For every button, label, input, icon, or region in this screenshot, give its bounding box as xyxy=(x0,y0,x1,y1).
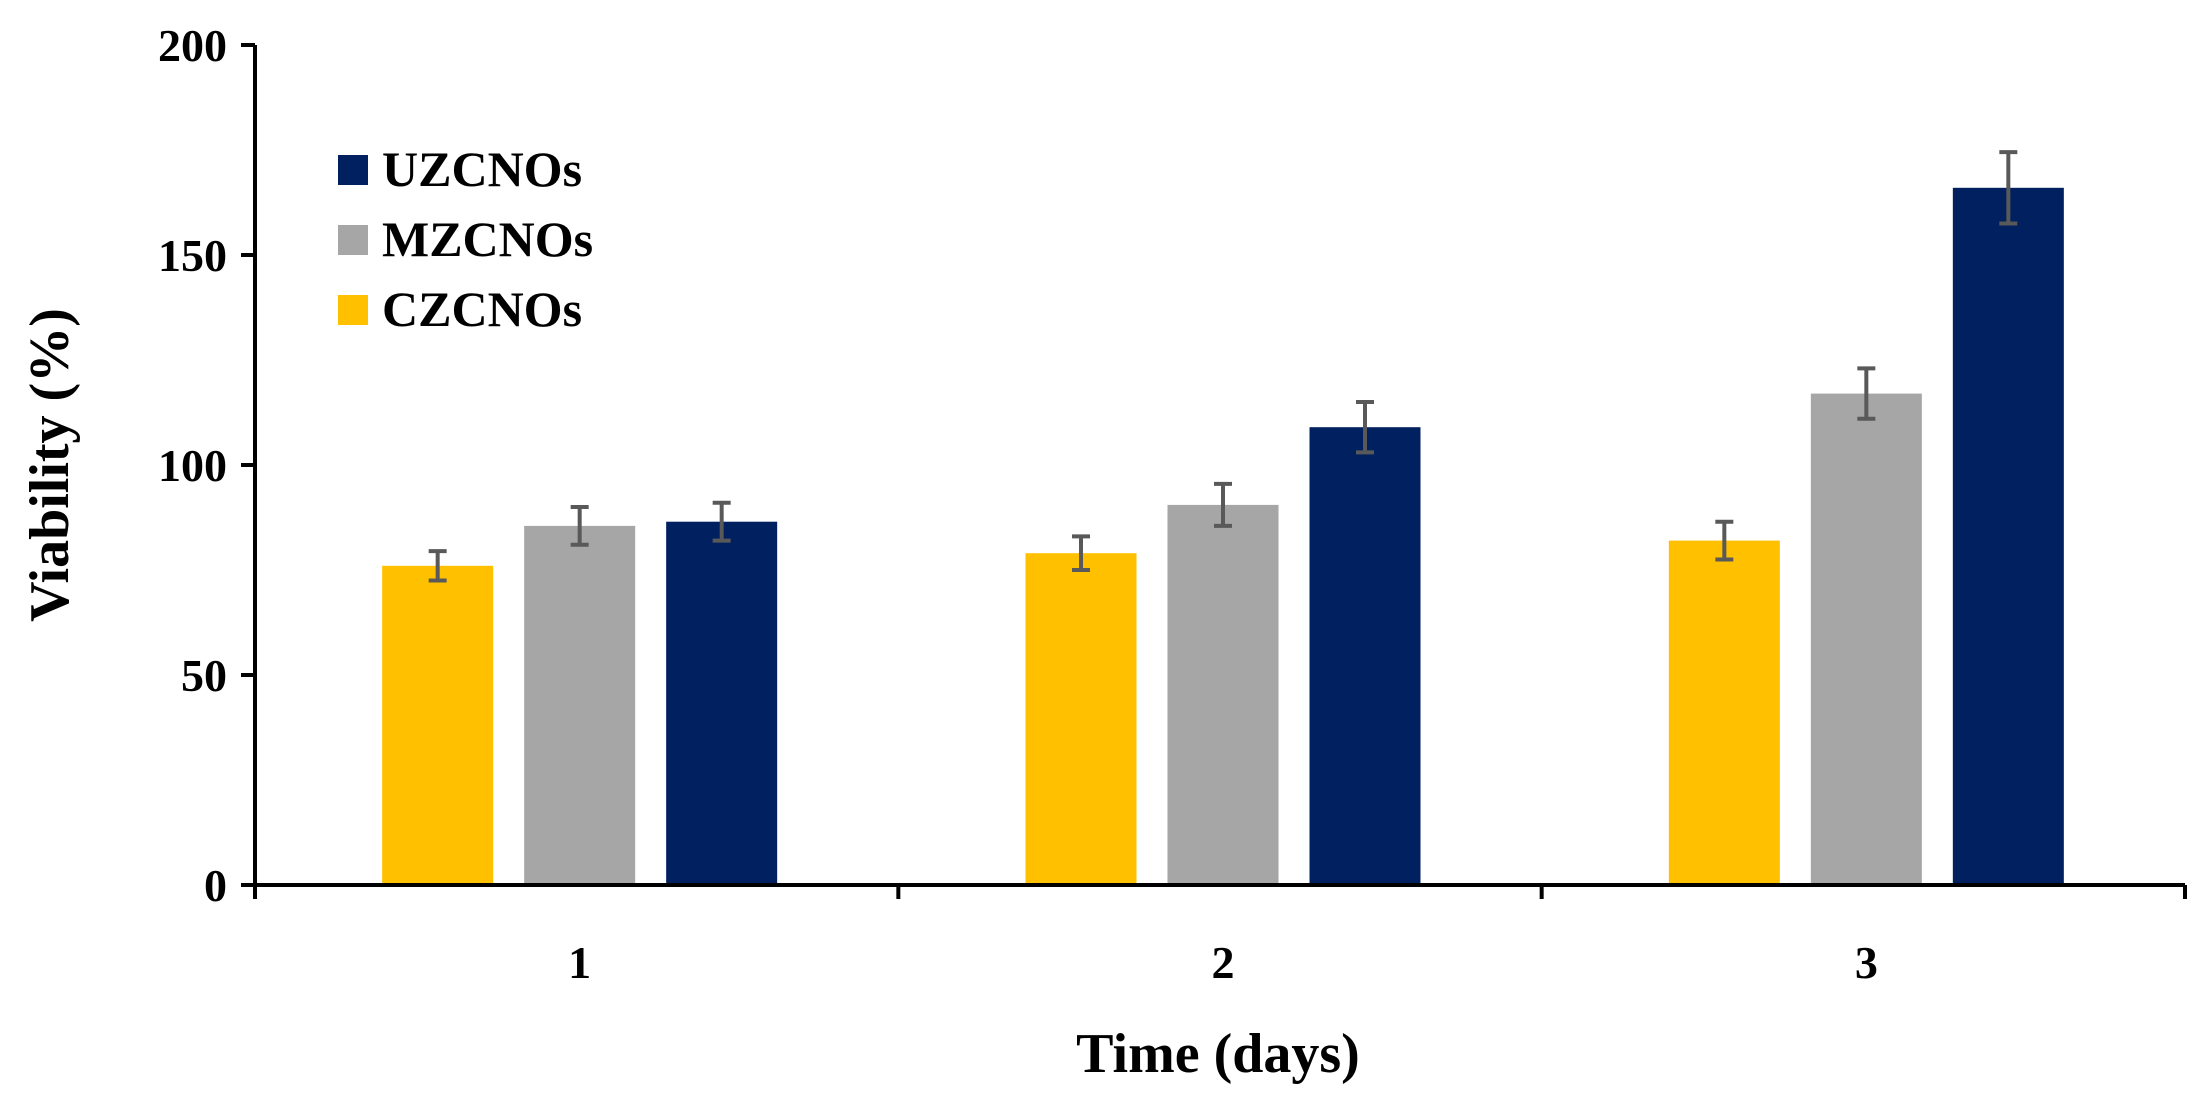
legend-swatch-uzcnos xyxy=(338,155,368,185)
bar-uzcnos-day-1 xyxy=(666,521,778,885)
y-tick-label-200: 200 xyxy=(158,20,227,71)
y-tick-label-50: 50 xyxy=(181,650,227,701)
bar-czcnos-day-1 xyxy=(382,565,494,885)
y-tick-label-0: 0 xyxy=(204,860,227,911)
legend-label-uzcnos: UZCNOs xyxy=(382,141,582,197)
x-tick-label-2: 2 xyxy=(1212,937,1235,988)
error-bars-layer xyxy=(428,150,2018,583)
error-bar-czcnos-day-2 xyxy=(1072,534,1090,572)
bars-layer xyxy=(382,187,2064,886)
bar-mzcnos-day-3 xyxy=(1810,393,1922,885)
error-bar-mzcnos-day-1 xyxy=(570,505,589,547)
error-bar-czcnos-day-1 xyxy=(428,549,447,583)
bar-czcnos-day-2 xyxy=(1025,553,1137,885)
bar-czcnos-day-3 xyxy=(1668,540,1780,885)
bar-mzcnos-day-1 xyxy=(524,525,636,885)
legend-swatch-mzcnos xyxy=(338,225,368,255)
y-axis-title: Viability (%) xyxy=(19,308,81,622)
legend-label-mzcnos: MZCNOs xyxy=(382,211,593,267)
bar-uzcnos-day-3 xyxy=(1952,187,2064,886)
legend-item-mzcnos: MZCNOs xyxy=(338,211,593,267)
error-bar-mzcnos-day-2 xyxy=(1214,481,1232,528)
legend-swatch-czcnos xyxy=(338,295,368,325)
x-axis-title: Time (days) xyxy=(1076,1023,1360,1085)
legend-label-czcnos: CZCNOs xyxy=(382,281,582,337)
bar-mzcnos-day-2 xyxy=(1167,504,1279,885)
legend-item-czcnos: CZCNOs xyxy=(338,281,582,337)
x-tick-label-3: 3 xyxy=(1855,937,1878,988)
error-bar-czcnos-day-3 xyxy=(1715,519,1734,562)
legend-item-uzcnos: UZCNOs xyxy=(338,141,582,197)
error-bar-mzcnos-day-3 xyxy=(1857,366,1876,421)
y-tick-label-100: 100 xyxy=(158,440,227,491)
bar-uzcnos-day-2 xyxy=(1309,427,1421,885)
ticks-layer: 1 2 3 0 50 100 150 200 xyxy=(158,20,2187,988)
legend: UZCNOs MZCNOs CZCNOs xyxy=(338,141,593,337)
x-tick-label-1: 1 xyxy=(568,937,591,988)
error-bar-uzcnos-day-1 xyxy=(712,500,731,543)
error-bar-uzcnos-day-2 xyxy=(1356,400,1374,455)
y-tick-label-150: 150 xyxy=(158,230,227,281)
error-bar-uzcnos-day-3 xyxy=(1999,150,2018,226)
